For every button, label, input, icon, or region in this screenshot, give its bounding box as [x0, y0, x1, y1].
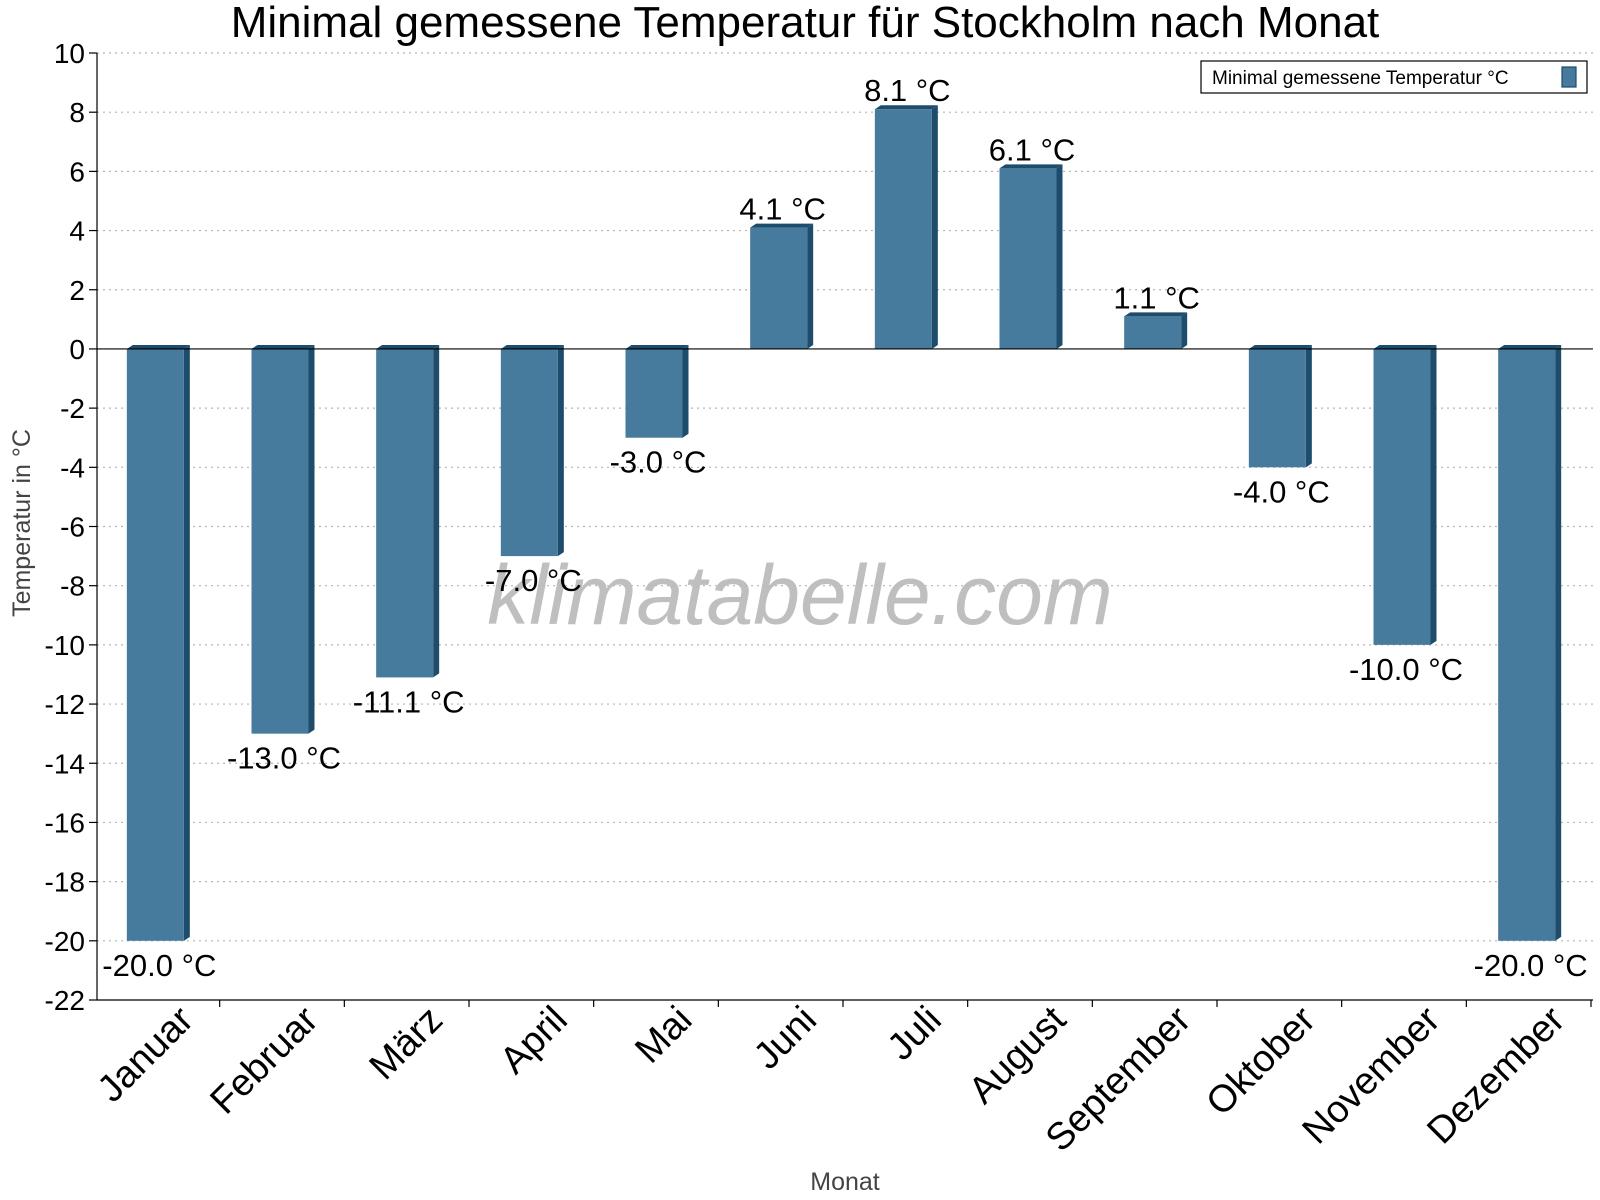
bar-november	[1373, 344, 1437, 645]
bar-front-face	[625, 348, 683, 438]
y-tick-label: -10	[45, 630, 85, 661]
y-tick-label: -12	[45, 689, 85, 720]
bar-front-face	[126, 348, 184, 941]
bar-dezember	[1498, 344, 1562, 941]
bar-side-face	[433, 344, 440, 678]
bar-top-face	[874, 105, 938, 110]
bar-side-face	[1056, 164, 1063, 349]
legend-label: Minimal gemessene Temperatur °C	[1212, 68, 1509, 89]
bar-side-face	[1305, 344, 1312, 468]
y-tick-label: 10	[54, 38, 85, 69]
bar-januar	[126, 344, 190, 941]
bar-side-face	[931, 105, 938, 349]
bar-front-face	[376, 348, 434, 678]
data-label: -4.0 °C	[1233, 474, 1330, 509]
y-tick-label: 4	[69, 216, 85, 247]
bar-side-face	[1430, 344, 1437, 645]
data-label: 4.1 °C	[739, 192, 826, 227]
bar-juli	[874, 105, 938, 349]
bar-side-face	[308, 344, 315, 734]
bar-side-face	[183, 344, 190, 941]
bar-top-face	[376, 344, 440, 349]
data-label: -20.0 °C	[102, 948, 216, 983]
bar-mai	[625, 344, 689, 438]
bar-top-face	[750, 223, 814, 228]
y-tick-label: 2	[69, 275, 85, 306]
bar-top-face	[625, 344, 689, 349]
data-label: -13.0 °C	[227, 741, 341, 776]
bar-front-face	[1498, 348, 1556, 941]
bar-top-face	[500, 344, 564, 349]
y-tick-label: 8	[69, 97, 85, 128]
bar-front-face	[1373, 348, 1431, 645]
legend-swatch	[1561, 66, 1577, 88]
bar-april	[500, 344, 564, 557]
bar-front-face	[251, 348, 309, 734]
y-axis-ticks: 10 8 6 4 2 0 -2 -4 -6 -8 -10 -12 -14 -16 -18 -20 -22	[45, 38, 97, 1016]
y-tick-label: -4	[60, 452, 85, 483]
y-tick-label: 6	[69, 156, 85, 187]
bar-top-face	[999, 164, 1063, 169]
bar-front-face	[874, 109, 932, 349]
legend: Minimal gemessene Temperatur °C	[1200, 60, 1588, 94]
bar-top-face	[251, 344, 315, 349]
y-tick-label: 0	[69, 334, 85, 365]
bar-side-face	[1181, 312, 1188, 349]
bar-side-face	[807, 223, 814, 349]
data-label: 6.1 °C	[989, 132, 1076, 167]
bar-front-face	[1248, 348, 1306, 468]
y-tick-label: -2	[60, 393, 85, 424]
y-tick-label: -6	[60, 512, 85, 543]
data-label: -20.0 °C	[1474, 948, 1588, 983]
bar-februar	[251, 344, 315, 734]
data-label: -7.0 °C	[485, 563, 582, 598]
legend-box	[1200, 60, 1588, 94]
x-axis-title: Monat	[810, 1168, 880, 1196]
bar-top-face	[1373, 344, 1437, 349]
data-label: -3.0 °C	[610, 445, 707, 480]
data-labels: -20.0 °C -13.0 °C -11.1 °C -7.0 °C -3.0 °C 4.…	[102, 73, 1587, 983]
bar-top-face	[1124, 312, 1188, 317]
data-label: 8.1 °C	[864, 73, 951, 108]
bar-top-face	[1498, 344, 1562, 349]
y-axis-title: Temperatur in °C	[8, 429, 36, 617]
bars	[126, 105, 1562, 941]
bar-top-face	[1248, 344, 1312, 349]
y-tick-label: -16	[45, 807, 85, 838]
chart-title: Minimal gemessene Temperatur für Stockho…	[231, 0, 1380, 47]
bar-märz	[376, 344, 440, 678]
data-label: 1.1 °C	[1113, 280, 1200, 315]
bar-front-face	[1124, 316, 1182, 349]
bar-side-face	[682, 344, 689, 438]
y-tick-label: -22	[45, 985, 85, 1016]
bar-top-face	[126, 344, 190, 349]
y-tick-label: -14	[45, 748, 85, 779]
bar-front-face	[750, 227, 808, 349]
y-tick-label: -20	[45, 926, 85, 957]
bar-juni	[750, 223, 814, 349]
bar-front-face	[999, 168, 1057, 349]
bar-september	[1124, 312, 1188, 349]
data-label: -11.1 °C	[353, 684, 465, 719]
watermark: klimatabelle.com	[487, 548, 1113, 642]
data-label: -10.0 °C	[1349, 652, 1463, 687]
bar-side-face	[557, 344, 564, 557]
y-tick-label: -18	[45, 867, 85, 898]
bar-oktober	[1248, 344, 1312, 468]
bar-front-face	[500, 348, 558, 557]
bar-august	[999, 164, 1063, 349]
y-tick-label: -8	[60, 571, 85, 602]
bar-side-face	[1555, 344, 1562, 941]
